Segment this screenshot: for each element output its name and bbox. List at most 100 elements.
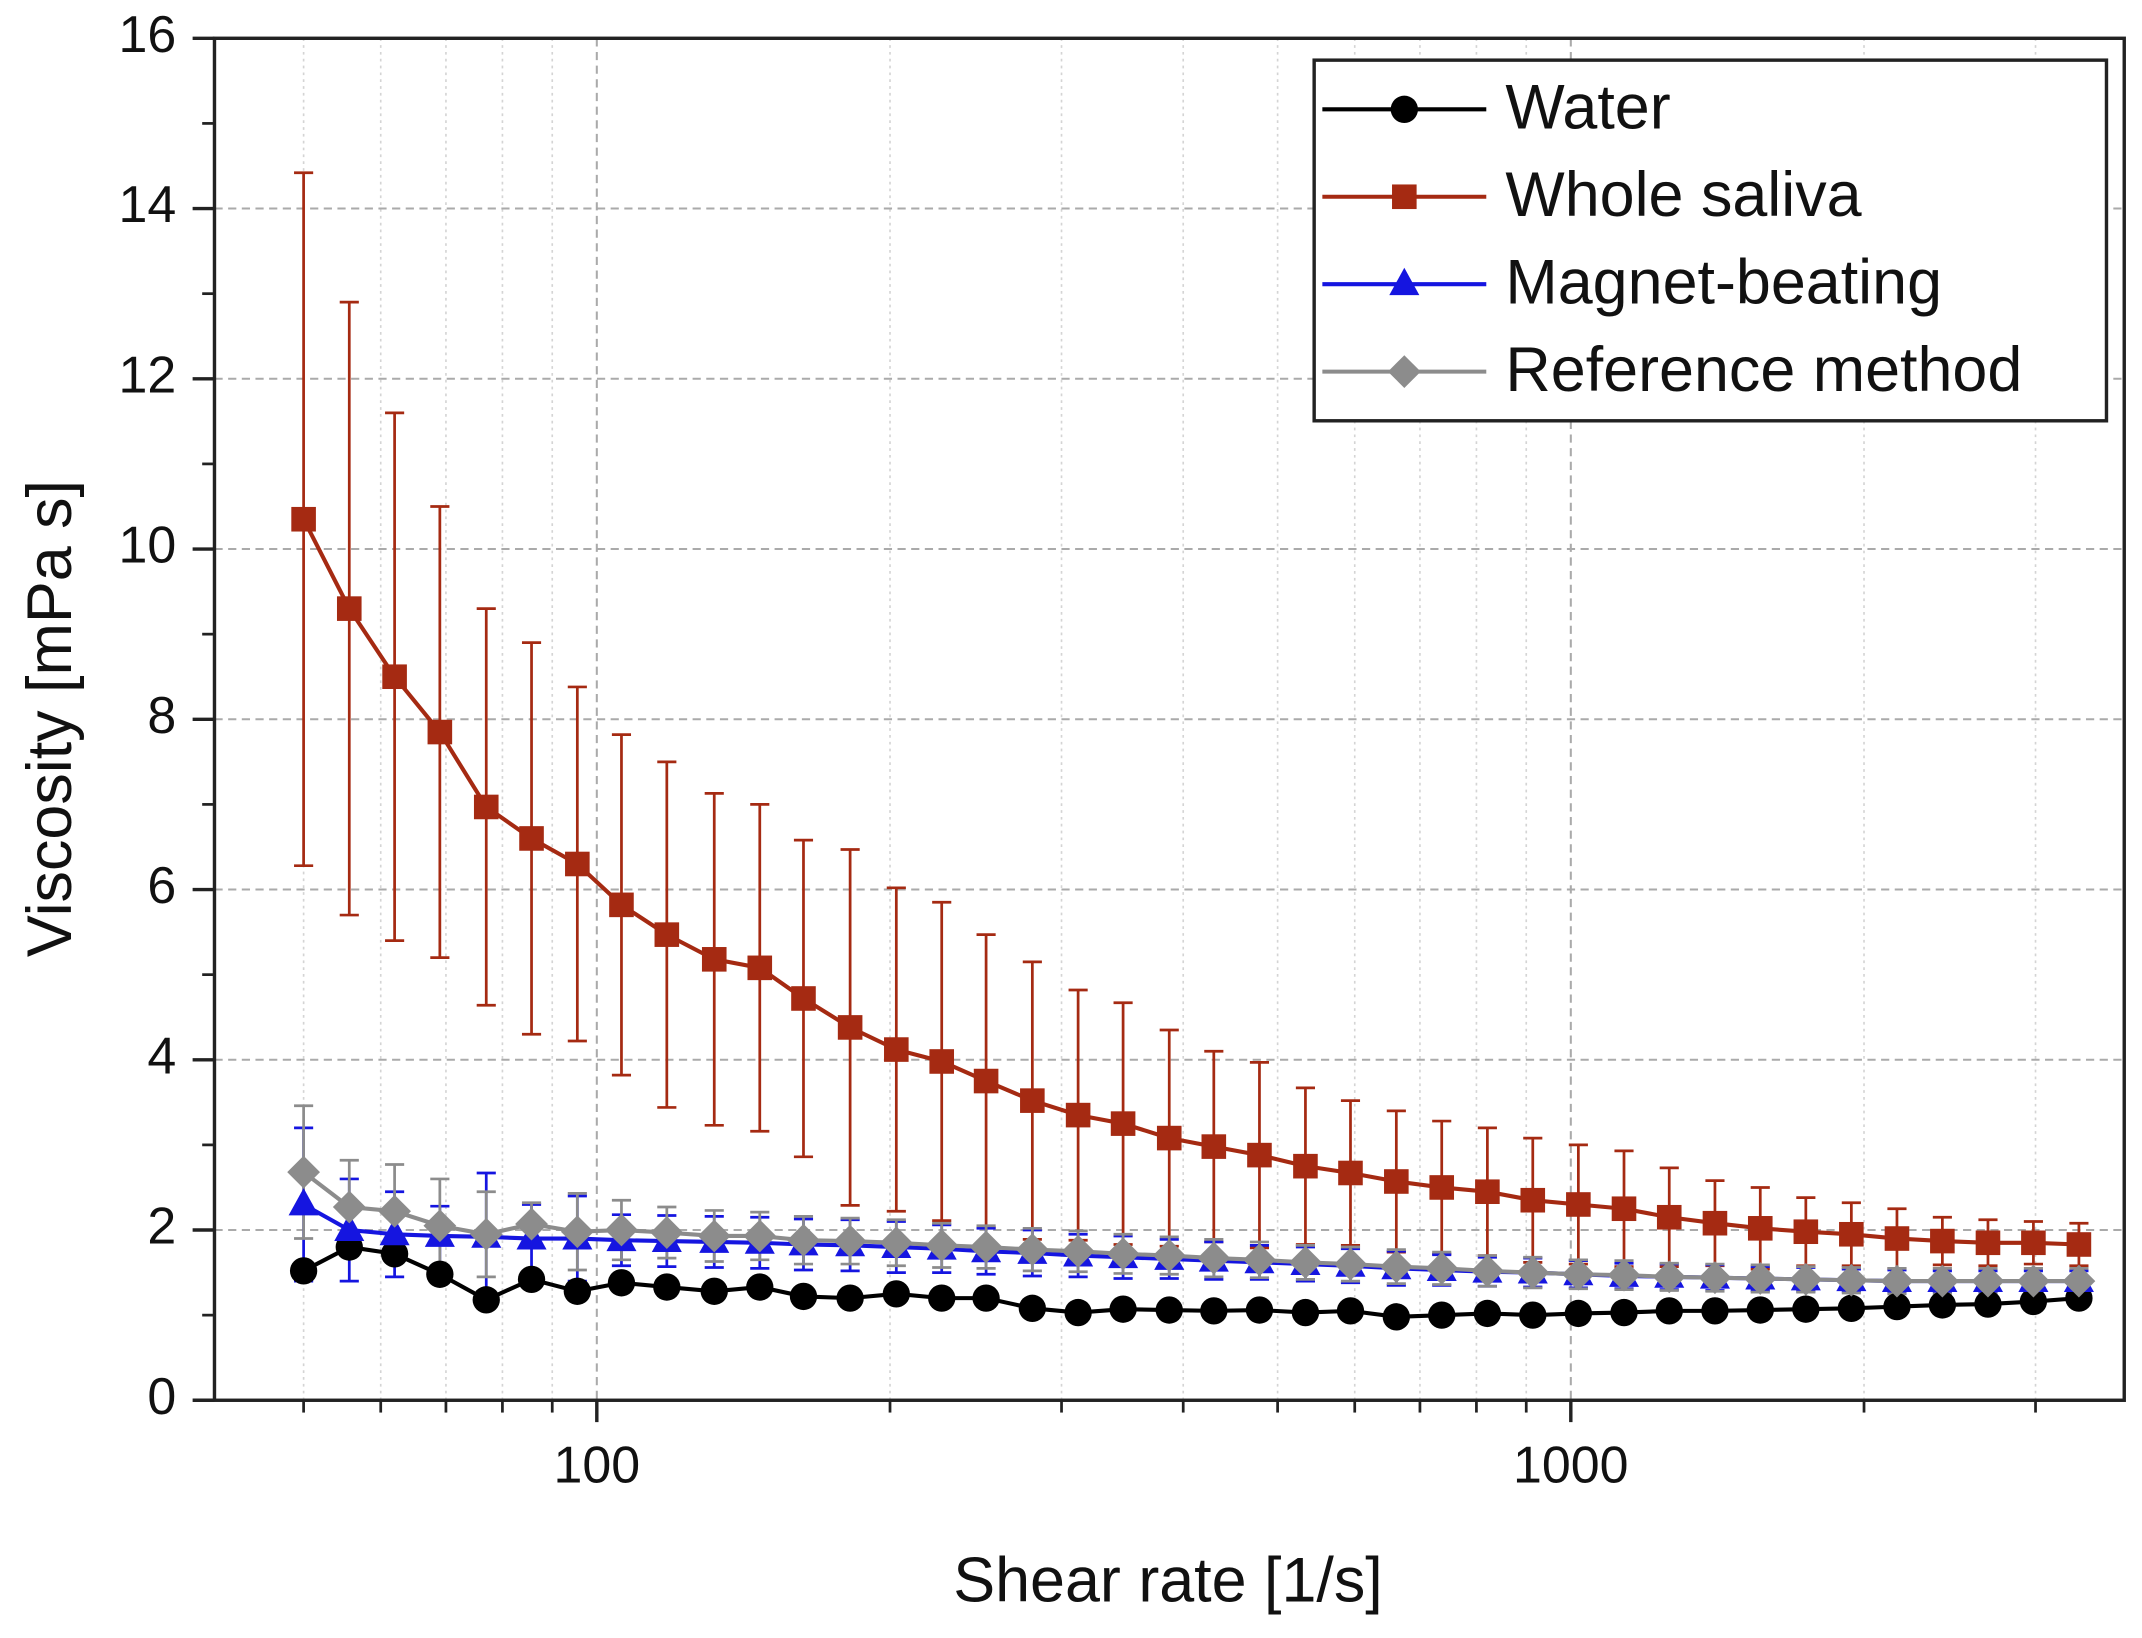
marker (1336, 1297, 1365, 1325)
marker (928, 1284, 956, 1312)
y-tick-label: 2 (147, 1198, 176, 1256)
marker (519, 826, 544, 851)
series-line (302, 1244, 2080, 1319)
marker (1925, 1264, 1959, 1298)
marker (1065, 1102, 1091, 1128)
marker (1201, 1134, 1227, 1159)
marker (747, 955, 773, 981)
marker (1155, 1296, 1183, 1324)
marker (1428, 1301, 1456, 1329)
marker (382, 664, 407, 690)
marker (560, 1215, 594, 1249)
y-tick-label: 10 (118, 517, 176, 575)
marker (1701, 1297, 1729, 1325)
legend-label: Magnet-beating (1505, 248, 1942, 318)
marker (929, 1049, 955, 1074)
marker (1743, 1262, 1777, 1295)
marker (607, 1269, 636, 1297)
marker (1473, 1299, 1502, 1328)
y-axis-label: Viscosity [mPa s] (15, 480, 85, 957)
marker (882, 1280, 910, 1308)
marker (515, 1207, 548, 1241)
marker (332, 1190, 366, 1224)
marker (1793, 1219, 1819, 1245)
marker (291, 506, 316, 532)
marker (1839, 1221, 1864, 1247)
marker (2066, 1232, 2092, 1257)
marker (1746, 1296, 1774, 1324)
y-tick-label: 6 (147, 857, 176, 915)
marker (1884, 1226, 1910, 1251)
marker (1837, 1294, 1866, 1322)
marker (1197, 1241, 1231, 1275)
legend-marker (1390, 95, 1418, 123)
marker (472, 1286, 500, 1314)
marker (1880, 1264, 1914, 1298)
marker (1928, 1291, 1957, 1319)
marker (1109, 1295, 1137, 1323)
marker (1610, 1298, 1638, 1327)
marker (1971, 1264, 2005, 1298)
marker (789, 1282, 818, 1311)
marker (1611, 1196, 1637, 1222)
marker (700, 1277, 728, 1305)
marker (380, 1240, 409, 1268)
marker (1247, 1142, 1272, 1168)
marker (423, 1209, 457, 1243)
marker (2021, 1230, 2046, 1256)
y-tick-label: 0 (147, 1368, 176, 1426)
x-tick-label: 1000 (1513, 1436, 1628, 1494)
marker (609, 892, 634, 918)
marker (1291, 1298, 1320, 1327)
marker (1792, 1295, 1820, 1323)
marker (334, 1213, 365, 1241)
marker (1652, 1260, 1686, 1294)
marker (1382, 1303, 1410, 1331)
marker (517, 1265, 546, 1294)
marker (289, 1257, 318, 1285)
series-line (301, 518, 2079, 1247)
marker (836, 1284, 864, 1312)
series-line (302, 1170, 2079, 1284)
marker (1015, 1233, 1049, 1266)
marker (1020, 1088, 1045, 1113)
legend-marker (1387, 355, 1421, 389)
marker (1520, 1187, 1546, 1213)
marker (378, 1194, 411, 1228)
marker (1656, 1204, 1682, 1230)
marker (1516, 1256, 1550, 1289)
marker (1655, 1297, 1683, 1325)
marker (1334, 1247, 1367, 1281)
marker (884, 1037, 909, 1062)
legend: Water Whole saliva Magnet-beating Reference… (1312, 58, 2109, 423)
marker (1834, 1263, 1868, 1297)
marker (1930, 1228, 1955, 1254)
marker (1883, 1292, 1911, 1321)
legend-label: Whole saliva (1505, 160, 1861, 230)
marker (1064, 1298, 1092, 1327)
y-tick-label: 8 (147, 687, 176, 745)
marker (973, 1068, 999, 1094)
plot-frame (212, 36, 2126, 1402)
marker (1425, 1251, 1459, 1285)
x-axis-label: Shear rate [1/s] (953, 1545, 1383, 1615)
marker (1519, 1301, 1547, 1329)
marker (426, 1260, 454, 1288)
marker (1384, 1169, 1409, 1194)
marker (1200, 1297, 1228, 1325)
legend-label: Reference method (1505, 335, 2022, 405)
marker (701, 947, 727, 972)
marker (791, 986, 816, 1011)
marker (1561, 1257, 1595, 1291)
marker (427, 719, 453, 745)
marker (1293, 1153, 1318, 1179)
marker (336, 596, 362, 621)
marker (1156, 1125, 1182, 1151)
legend-marker (1392, 184, 1417, 210)
marker (563, 1277, 591, 1305)
marker (1566, 1192, 1591, 1217)
marker (1475, 1179, 1500, 1205)
x-tick-label: 100 (554, 1436, 641, 1494)
marker (654, 922, 680, 947)
marker (746, 1273, 774, 1301)
